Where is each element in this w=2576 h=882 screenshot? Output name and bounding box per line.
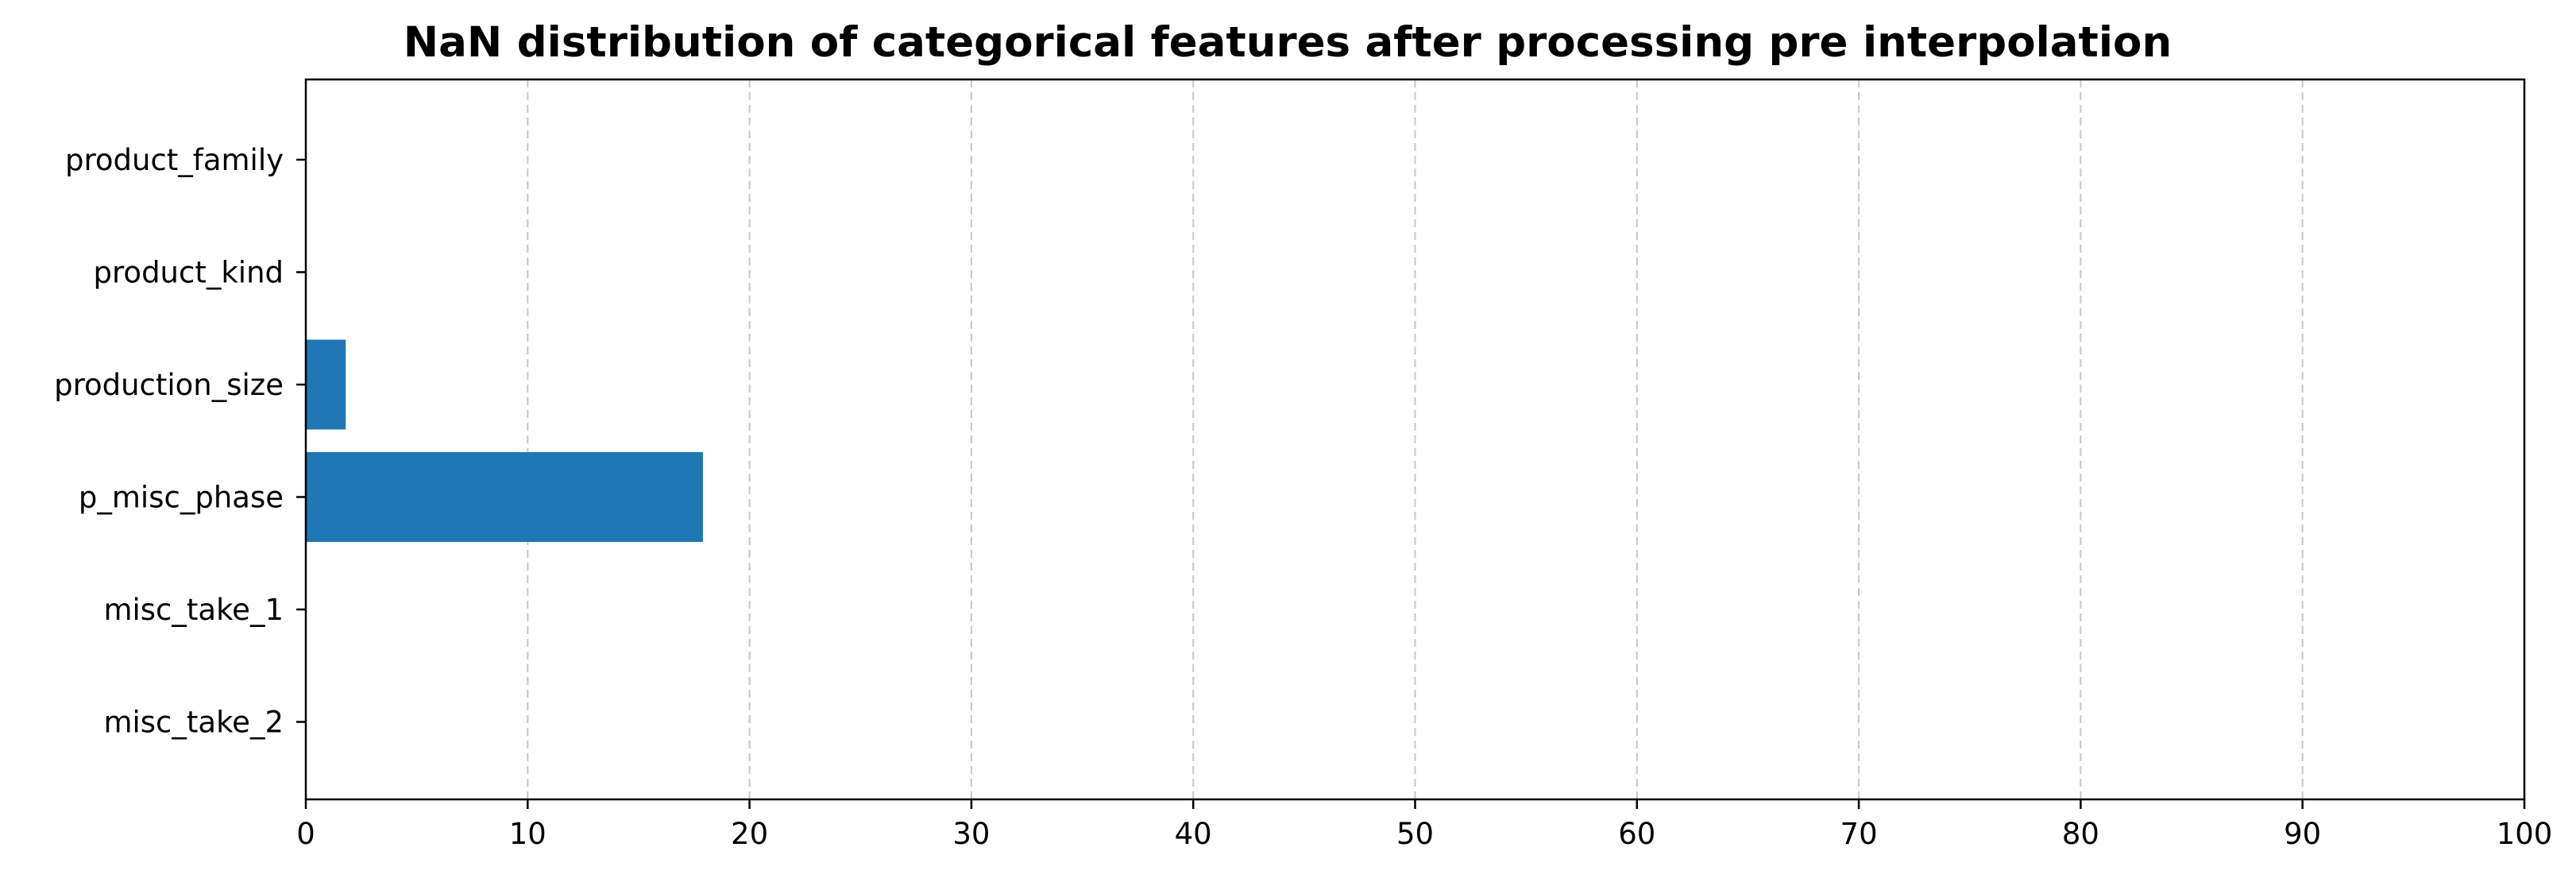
x-axis-ticks: 0 10 20 30 40 50 60 70 80 90 100 bbox=[296, 799, 2552, 851]
x-tick-label: 100 bbox=[2497, 817, 2553, 851]
x-tick-label: 60 bbox=[1618, 817, 1655, 851]
chart-title: NaN distribution of categorical features… bbox=[404, 18, 2172, 67]
bars bbox=[306, 339, 703, 542]
bar bbox=[306, 452, 703, 542]
x-tick-label: 30 bbox=[952, 817, 990, 851]
x-tick-label: 80 bbox=[2062, 817, 2099, 851]
x-tick-label: 50 bbox=[1396, 817, 1434, 851]
y-tick-label: misc_take_1 bbox=[103, 593, 284, 627]
y-tick-label: p_misc_phase bbox=[79, 481, 284, 515]
x-tick-label: 10 bbox=[509, 817, 546, 851]
y-tick-label: production_size bbox=[54, 368, 284, 402]
x-tick-label: 70 bbox=[1840, 817, 1878, 851]
x-tick-label: 40 bbox=[1175, 817, 1212, 851]
bar bbox=[306, 339, 346, 430]
y-axis-ticks: product_family product_kind production_siz… bbox=[54, 143, 306, 740]
x-tick-label: 0 bbox=[296, 817, 315, 851]
x-tick-label: 20 bbox=[731, 817, 768, 851]
x-tick-label: 90 bbox=[2284, 817, 2321, 851]
y-tick-label: product_kind bbox=[94, 256, 284, 290]
gridlines bbox=[527, 79, 2304, 799]
y-tick-label: product_family bbox=[65, 143, 284, 177]
y-tick-label: misc_take_2 bbox=[103, 706, 284, 740]
